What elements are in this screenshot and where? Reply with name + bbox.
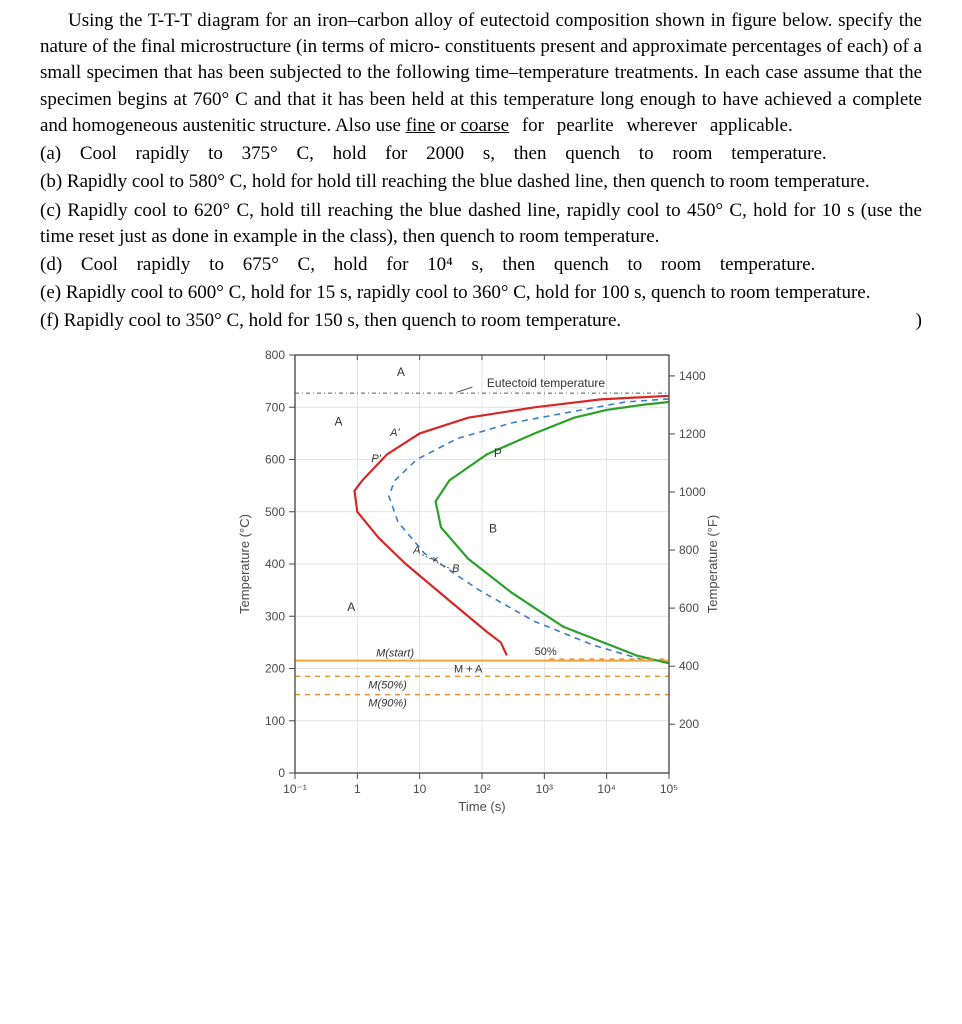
svg-text:Eutectoid temperature: Eutectoid temperature	[487, 376, 605, 390]
part-d: (d) Cool rapidly to 675° C, hold for 10⁴…	[40, 252, 922, 278]
svg-text:A: A	[347, 600, 355, 614]
svg-text:P: P	[494, 446, 502, 460]
svg-text:10⁴: 10⁴	[597, 782, 616, 796]
svg-text:200: 200	[679, 717, 699, 731]
svg-text:1200: 1200	[679, 427, 706, 441]
intro-or: or	[435, 115, 460, 136]
ttt-svg: 10⁻¹ 1 10 10² 10³ 10⁴ 10⁵ 0 100 200 300 400 500 600 70…	[231, 341, 731, 821]
underline-fine: fine	[406, 115, 436, 136]
underline-coarse: coarse	[461, 115, 510, 136]
svg-text:1000: 1000	[679, 485, 706, 499]
svg-text:B: B	[452, 562, 459, 574]
svg-text:A: A	[412, 544, 420, 556]
ttt-chart: 10⁻¹ 1 10 10² 10³ 10⁴ 10⁵ 0 100 200 300 400 500 600 70…	[40, 341, 922, 821]
svg-text:10⁻¹: 10⁻¹	[283, 782, 307, 796]
svg-text:10⁵: 10⁵	[660, 782, 678, 796]
part-b: (b) Rapidly cool to 580° C, hold for hol…	[40, 169, 922, 195]
svg-text:600: 600	[265, 452, 285, 466]
svg-text:300: 300	[265, 609, 285, 623]
part-c: (c) Rapidly cool to 620° C, hold till re…	[40, 198, 922, 250]
svg-text:M(90%): M(90%)	[368, 697, 407, 709]
svg-text:800: 800	[679, 543, 699, 557]
svg-text:600: 600	[679, 601, 699, 615]
svg-text:400: 400	[679, 659, 699, 673]
svg-text:1: 1	[354, 782, 361, 796]
intro-paragraph: Using the T-T-T diagram for an iron–carb…	[40, 8, 922, 139]
svg-text:700: 700	[265, 400, 285, 414]
svg-text:10: 10	[413, 782, 427, 796]
svg-text:100: 100	[265, 713, 285, 727]
intro-tail: for pearlite wherever applicable.	[509, 115, 793, 136]
svg-text:200: 200	[265, 661, 285, 675]
trailing-paren: )	[916, 308, 922, 334]
svg-text:1400: 1400	[679, 369, 706, 383]
svg-text:B: B	[489, 521, 497, 535]
svg-text:P': P'	[371, 453, 381, 465]
question-block: Using the T-T-T diagram for an iron–carb…	[40, 8, 922, 335]
part-e: (e) Rapidly cool to 600° C, hold for 15 …	[40, 280, 922, 306]
svg-text:800: 800	[265, 348, 285, 362]
svg-text:Temperature (°C): Temperature (°C)	[237, 514, 252, 614]
svg-text:Time (s): Time (s)	[458, 799, 505, 814]
part-f: (f) Rapidly cool to 350° C, hold for 150…	[40, 308, 922, 334]
svg-text:Temperature (°F): Temperature (°F)	[705, 514, 720, 612]
svg-text:M + A: M + A	[454, 663, 483, 675]
part-a: (a) Cool rapidly to 375° C, hold for 200…	[40, 141, 922, 167]
svg-text:10³: 10³	[536, 782, 553, 796]
svg-text:500: 500	[265, 504, 285, 518]
svg-text:400: 400	[265, 557, 285, 571]
svg-text:×: ×	[432, 554, 438, 566]
svg-text:A': A'	[389, 427, 400, 439]
svg-text:0: 0	[278, 766, 285, 780]
svg-text:10²: 10²	[473, 782, 490, 796]
svg-text:50%: 50%	[535, 646, 557, 658]
svg-text:A: A	[335, 414, 343, 428]
svg-text:M(start): M(start)	[376, 647, 414, 659]
svg-text:M(50%): M(50%)	[368, 679, 407, 691]
svg-text:A: A	[397, 365, 405, 379]
